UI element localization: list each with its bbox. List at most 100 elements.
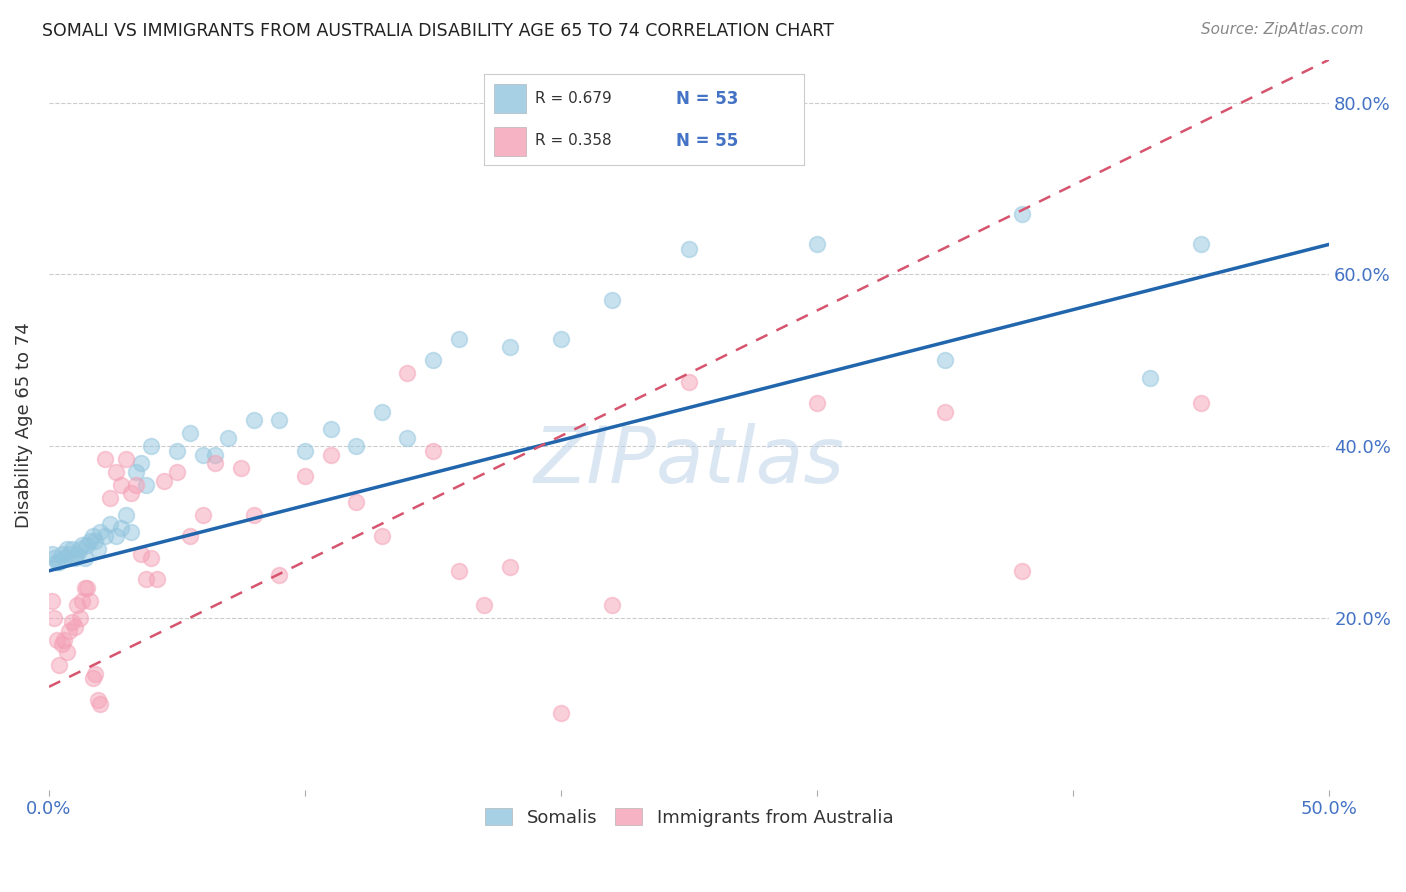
Point — [79, 533, 101, 548]
Point — [550, 332, 572, 346]
Point — [499, 340, 522, 354]
Point — [141, 550, 163, 565]
Point — [110, 521, 132, 535]
Point — [204, 448, 226, 462]
Point — [166, 443, 188, 458]
Point — [396, 431, 419, 445]
Point — [447, 332, 470, 346]
Point — [45, 555, 67, 569]
Point — [135, 573, 157, 587]
Point — [76, 581, 98, 595]
Point — [396, 366, 419, 380]
Point — [678, 242, 700, 256]
Point — [42, 611, 65, 625]
Point — [125, 478, 148, 492]
Point — [243, 413, 266, 427]
Point — [422, 443, 444, 458]
Point — [269, 568, 291, 582]
Point — [63, 550, 86, 565]
Point — [48, 658, 70, 673]
Point — [1011, 564, 1033, 578]
Point — [82, 529, 104, 543]
Point — [1189, 237, 1212, 252]
Point — [45, 632, 67, 647]
Point — [60, 615, 83, 630]
Point — [269, 413, 291, 427]
Point — [89, 697, 111, 711]
Point — [53, 632, 76, 647]
Point — [294, 469, 316, 483]
Point — [166, 465, 188, 479]
Point — [153, 474, 176, 488]
Point — [229, 460, 252, 475]
Point — [1189, 396, 1212, 410]
Point — [129, 457, 152, 471]
Point — [60, 542, 83, 557]
Point — [1011, 207, 1033, 221]
Point — [104, 465, 127, 479]
Point — [84, 667, 107, 681]
Point — [217, 431, 239, 445]
Text: ZIPatlas: ZIPatlas — [534, 424, 845, 500]
Point — [934, 405, 956, 419]
Point — [678, 375, 700, 389]
Point — [371, 405, 394, 419]
Point — [191, 508, 214, 522]
Point — [499, 559, 522, 574]
Point — [104, 529, 127, 543]
Point — [472, 598, 495, 612]
Point — [1139, 370, 1161, 384]
Point — [82, 671, 104, 685]
Point — [135, 478, 157, 492]
Point — [66, 598, 89, 612]
Point — [319, 448, 342, 462]
Point — [600, 293, 623, 308]
Point — [371, 529, 394, 543]
Point — [72, 538, 94, 552]
Text: Source: ZipAtlas.com: Source: ZipAtlas.com — [1201, 22, 1364, 37]
Point — [344, 439, 367, 453]
Point — [145, 573, 167, 587]
Legend: Somalis, Immigrants from Australia: Somalis, Immigrants from Australia — [475, 799, 903, 836]
Point — [114, 508, 136, 522]
Point — [79, 594, 101, 608]
Point — [120, 486, 142, 500]
Point — [73, 581, 96, 595]
Point — [110, 478, 132, 492]
Point — [48, 555, 70, 569]
Point — [100, 516, 122, 531]
Point — [934, 353, 956, 368]
Point — [94, 452, 117, 467]
Point — [344, 495, 367, 509]
Point — [100, 491, 122, 505]
Point — [58, 624, 80, 638]
Point — [447, 564, 470, 578]
Point — [141, 439, 163, 453]
Point — [125, 465, 148, 479]
Point — [129, 547, 152, 561]
Point — [42, 550, 65, 565]
Point — [73, 550, 96, 565]
Point — [179, 426, 201, 441]
Y-axis label: Disability Age 65 to 74: Disability Age 65 to 74 — [15, 322, 32, 528]
Point — [114, 452, 136, 467]
Point — [204, 457, 226, 471]
Point — [550, 706, 572, 720]
Point — [86, 692, 108, 706]
Point — [51, 637, 73, 651]
Point — [58, 547, 80, 561]
Point — [69, 611, 91, 625]
Point — [94, 529, 117, 543]
Point — [120, 525, 142, 540]
Point — [179, 529, 201, 543]
Point — [56, 542, 79, 557]
Point — [41, 547, 63, 561]
Point — [53, 550, 76, 565]
Point — [806, 237, 828, 252]
Point — [319, 422, 342, 436]
Point — [84, 533, 107, 548]
Point — [89, 525, 111, 540]
Point — [51, 547, 73, 561]
Point — [69, 542, 91, 557]
Point — [422, 353, 444, 368]
